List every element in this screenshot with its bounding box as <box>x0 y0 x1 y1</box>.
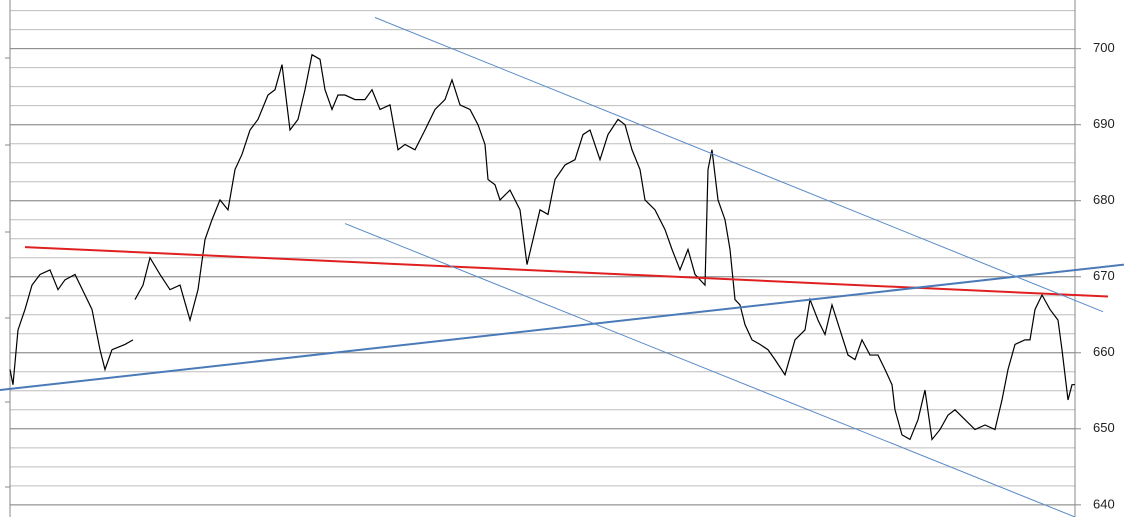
price-line <box>9 53 1075 441</box>
trend-line <box>0 263 1124 392</box>
y-tick-label: 660 <box>1093 344 1115 359</box>
y-tick-label: 690 <box>1093 116 1115 131</box>
y-tick-label: 640 <box>1093 496 1115 511</box>
y-tick-label: 680 <box>1093 192 1115 207</box>
trend-line <box>374 17 1104 313</box>
y-tick-label: 670 <box>1093 268 1115 283</box>
y-tick-label: 650 <box>1093 420 1115 435</box>
trend-line <box>344 223 1076 517</box>
y-tick-label: 700 <box>1093 40 1115 55</box>
trend-line <box>24 246 1109 298</box>
